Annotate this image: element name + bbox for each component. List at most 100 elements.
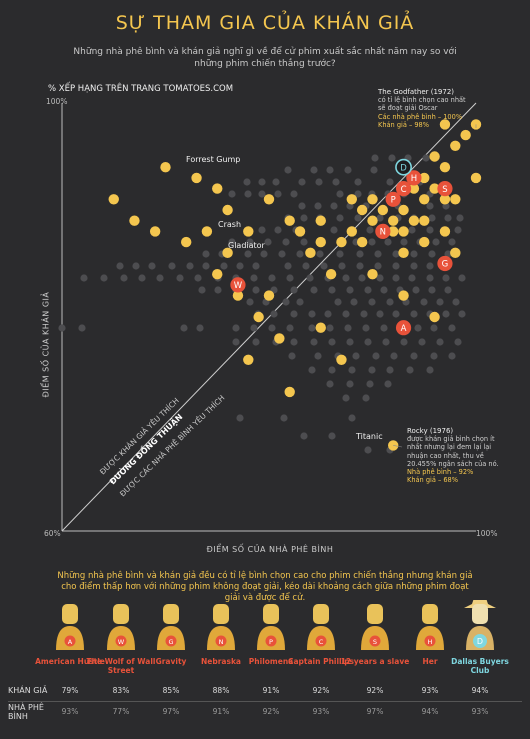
- nominee-name-a: American Hustle: [35, 657, 105, 666]
- grey-dot: [284, 166, 292, 174]
- grey-dot: [354, 214, 362, 222]
- row-label-audience: KHÁN GIẢ: [8, 686, 48, 695]
- nominee-name-w: The Wolf of Wall Street: [86, 657, 156, 675]
- grey-dot: [428, 250, 436, 258]
- grey-dot: [334, 298, 342, 306]
- svg-text:A: A: [68, 638, 73, 646]
- grey-dot: [308, 366, 316, 374]
- nominee-point-g: [437, 255, 453, 272]
- grey-dot: [296, 250, 304, 258]
- min-label: 60%: [44, 529, 61, 538]
- grey-dot: [400, 238, 408, 246]
- label-forrest-gump: Forrest Gump: [186, 155, 241, 164]
- winner-point: [460, 129, 471, 141]
- grey-dot: [338, 262, 346, 270]
- grey-dot: [384, 380, 392, 388]
- grey-dot: [244, 190, 252, 198]
- grey-dot: [458, 274, 466, 282]
- grey-dot: [426, 202, 434, 210]
- grey-dot: [380, 324, 388, 332]
- grey-dot: [360, 310, 368, 318]
- grey-dot: [364, 446, 372, 454]
- svg-text:N: N: [219, 638, 224, 646]
- audience-score-w: 83%: [112, 686, 130, 695]
- rocky-note: Rocky (1976) được khán giả bình chọn ít …: [407, 427, 503, 484]
- grey-dot: [298, 202, 306, 210]
- winner-point: [429, 151, 440, 162]
- grey-dot: [315, 178, 323, 186]
- winner-point: [429, 183, 440, 194]
- grey-dot: [350, 298, 358, 306]
- grey-dot: [444, 214, 452, 222]
- audience-score-c: 92%: [312, 686, 330, 695]
- nominee-letter: W: [234, 281, 243, 291]
- grey-dot: [410, 310, 418, 318]
- winner-point: [315, 215, 326, 226]
- grey-dot: [336, 214, 344, 222]
- leader-rocky: [393, 445, 403, 448]
- winner-point: [398, 290, 409, 301]
- grey-dot: [268, 274, 276, 282]
- grey-dot: [354, 190, 362, 198]
- grey-dot: [342, 274, 350, 282]
- winner-point: [388, 215, 399, 226]
- winner-point: [222, 247, 233, 258]
- grey-dot: [344, 324, 352, 332]
- grey-dot: [288, 352, 296, 360]
- grey-dot: [408, 226, 416, 234]
- grey-dot: [346, 286, 354, 294]
- winner-point: [201, 226, 213, 237]
- grey-dot: [258, 226, 266, 234]
- grey-dot: [252, 286, 260, 294]
- winner-point: [367, 215, 378, 226]
- grey-dot: [264, 238, 272, 246]
- grey-dot: [308, 324, 316, 332]
- winner-point: [419, 172, 430, 184]
- winner-point: [284, 215, 295, 226]
- winner-point: [274, 333, 285, 344]
- winner-point: [439, 226, 451, 237]
- grey-dot: [436, 338, 444, 346]
- figure-s: S: [361, 604, 389, 650]
- audience-score-a: 79%: [61, 686, 79, 695]
- svg-text:P: P: [269, 638, 273, 646]
- godfather-audience: Khán giả – 98%: [378, 120, 430, 129]
- winner-point: [398, 247, 409, 258]
- grey-dot: [286, 324, 294, 332]
- grey-dot: [260, 250, 268, 258]
- grey-dot: [138, 274, 146, 282]
- chart-title: SỰ THAM GIA CỦA KHÁN GIẢ: [115, 12, 415, 34]
- grey-dot: [386, 178, 394, 186]
- nominee-point-c: [395, 181, 412, 197]
- grey-dot: [412, 286, 420, 294]
- grey-dot: [78, 324, 86, 332]
- grey-dot: [458, 310, 466, 318]
- nominee-letter: N: [380, 228, 386, 238]
- grey-dot: [442, 310, 450, 318]
- grey-dot: [246, 238, 254, 246]
- nominee-point-w: [230, 277, 246, 293]
- grey-dot: [194, 274, 202, 282]
- godfather-body: có tỉ lệ bình chọn cao nhất sẽ đoạt giải…: [378, 96, 466, 113]
- grey-dot: [368, 366, 376, 374]
- godfather-head: The Godfather (1972): [378, 88, 455, 96]
- grey-dot: [386, 298, 394, 306]
- grey-dot: [328, 286, 336, 294]
- grey-dot: [376, 214, 384, 222]
- grey-dot: [290, 310, 298, 318]
- grey-dot: [392, 250, 400, 258]
- rocky-audience: Khán giả – 68%: [407, 476, 459, 485]
- label-titanic: Titanic: [356, 432, 383, 441]
- grey-dot: [422, 154, 430, 162]
- godfather-critics: Các nhà phê bình – 100%: [378, 112, 463, 121]
- grey-dot: [454, 338, 462, 346]
- grey-dot: [298, 178, 306, 186]
- grey-dot: [232, 338, 240, 346]
- grey-dot: [274, 190, 282, 198]
- critic-score-p: 92%: [262, 707, 280, 716]
- grey-dot: [410, 262, 418, 270]
- nominee-point-n: [375, 223, 391, 239]
- critic-score-w: 77%: [112, 707, 130, 716]
- winner-point: [439, 194, 451, 205]
- grey-dot: [250, 324, 258, 332]
